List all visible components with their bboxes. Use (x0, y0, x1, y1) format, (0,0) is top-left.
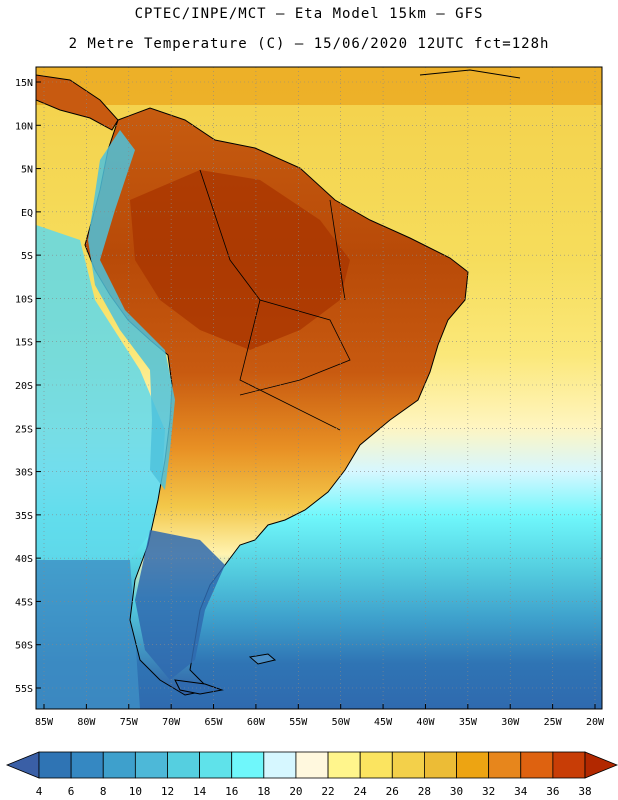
colorbar-label: 10 (129, 785, 142, 798)
pacific-cool-band (36, 225, 165, 560)
map-frame (35, 66, 603, 710)
colorbar-label: 8 (100, 785, 107, 798)
colorbar-swatch (391, 751, 425, 779)
falkland-islands (248, 653, 277, 665)
lon-tick-label: 60W (247, 717, 266, 728)
amazon-hot-core (130, 170, 350, 350)
lon-tick-label: 20W (586, 717, 605, 728)
lon-tick-label: 40W (416, 717, 435, 728)
lat-tick-label: 15N (15, 78, 33, 89)
temperature-colorbar: 4 6 8 10 12 14 16 18 20 22 24 26 28 30 32 34 36 38 (5, 751, 618, 798)
colorbar-label: 28 (418, 785, 431, 798)
tierra-del-fuego (174, 679, 224, 695)
lon-tick-label: 35W (459, 717, 478, 728)
map-field (36, 67, 602, 709)
colorbar-label: 24 (354, 785, 368, 798)
colorbar-label: 34 (514, 785, 528, 798)
lat-tick-label: 20S (15, 381, 33, 392)
colorbar-label: 32 (482, 785, 495, 798)
colorbar-swatch (295, 751, 329, 779)
lon-tick-label: 30W (501, 717, 520, 728)
lon-tick-label: 25W (544, 717, 563, 728)
colorbar-label: 22 (321, 785, 334, 798)
lat-tick-label: 40S (15, 554, 33, 565)
colorbar-swatch (520, 751, 554, 779)
lon-tick-label: 70W (162, 717, 181, 728)
lat-tick-label: 45S (15, 597, 33, 608)
colorbar-swatch (327, 751, 361, 779)
lat-tick-label: 10S (15, 294, 33, 305)
colorbar-label: 30 (450, 785, 463, 798)
lat-tick-label: 10N (15, 121, 33, 132)
map-title-line1: CPTEC/INPE/MCT — Eta Model 15km — GFS (134, 6, 484, 22)
patagonia-cold (135, 530, 225, 680)
colorbar-swatch (199, 751, 233, 779)
colorbar-max-arrow (584, 751, 618, 779)
lat-tick-label: EQ (21, 208, 33, 219)
lon-tick-label: 75W (120, 717, 139, 728)
colorbar-swatch (102, 751, 136, 779)
colorbar-label: 4 (36, 785, 43, 798)
lat-tick-label: 5S (21, 251, 33, 262)
colorbar-min-arrow (5, 751, 40, 779)
colorbar-swatch (134, 751, 168, 779)
colorbar-swatch (70, 751, 104, 779)
lat-tick-label: 50S (15, 641, 33, 652)
lat-tick-label: 30S (15, 468, 33, 479)
colorbar-label: 6 (68, 785, 75, 798)
colorbar-label: 12 (161, 785, 174, 798)
colorbar-label: 18 (257, 785, 270, 798)
lat-tick-label: 5N (21, 165, 33, 176)
colorbar-swatch (552, 751, 586, 779)
lon-tick-label: 45W (374, 717, 393, 728)
lon-tick-label: 50W (332, 717, 351, 728)
colorbar-swatch (488, 751, 522, 779)
colorbar-swatch (231, 751, 265, 779)
andes-cool-strip (88, 130, 175, 490)
lat-tick-label: 25S (15, 424, 33, 435)
colorbar-swatch (359, 751, 393, 779)
colorbar-label: 14 (193, 785, 207, 798)
colorbar-swatch (38, 751, 72, 779)
colorbar-label: 16 (225, 785, 238, 798)
caribbean-warm-band (36, 67, 602, 105)
colorbar-label: 20 (289, 785, 302, 798)
colorbar-swatch (424, 751, 457, 779)
lat-tick-label: 15S (15, 338, 33, 349)
lat-tick-label: 35S (15, 511, 33, 522)
caribbean-islands (419, 69, 521, 79)
colorbar-label: 38 (578, 785, 591, 798)
lon-tick-label: 65W (205, 717, 224, 728)
colorbar-label: 26 (386, 785, 399, 798)
lat-tick-label: 55S (15, 684, 33, 695)
longitude-ticks: 85W 80W 75W 70W 65W 60W 55W 50W 45W 40W 35W 30W 25W 2… (35, 704, 605, 728)
map-title-line2: 2 Metre Temperature (C) — 15/06/2020 12U… (68, 36, 550, 52)
colorbar-swatch (167, 751, 200, 779)
latitude-ticks: 15N 10N 5N EQ 5S 10S 15S 20S 25S 30S 35S 40S 45S 50S 5… (15, 78, 41, 695)
pacific-cold-band (36, 560, 140, 709)
lon-tick-label: 55W (289, 717, 308, 728)
lon-tick-label: 80W (77, 717, 96, 728)
colorbar-label: 36 (546, 785, 559, 798)
political-borders (199, 169, 351, 431)
colorbar-swatch (263, 751, 297, 779)
colorbar-swatch (456, 751, 490, 779)
lon-tick-label: 85W (35, 717, 54, 728)
